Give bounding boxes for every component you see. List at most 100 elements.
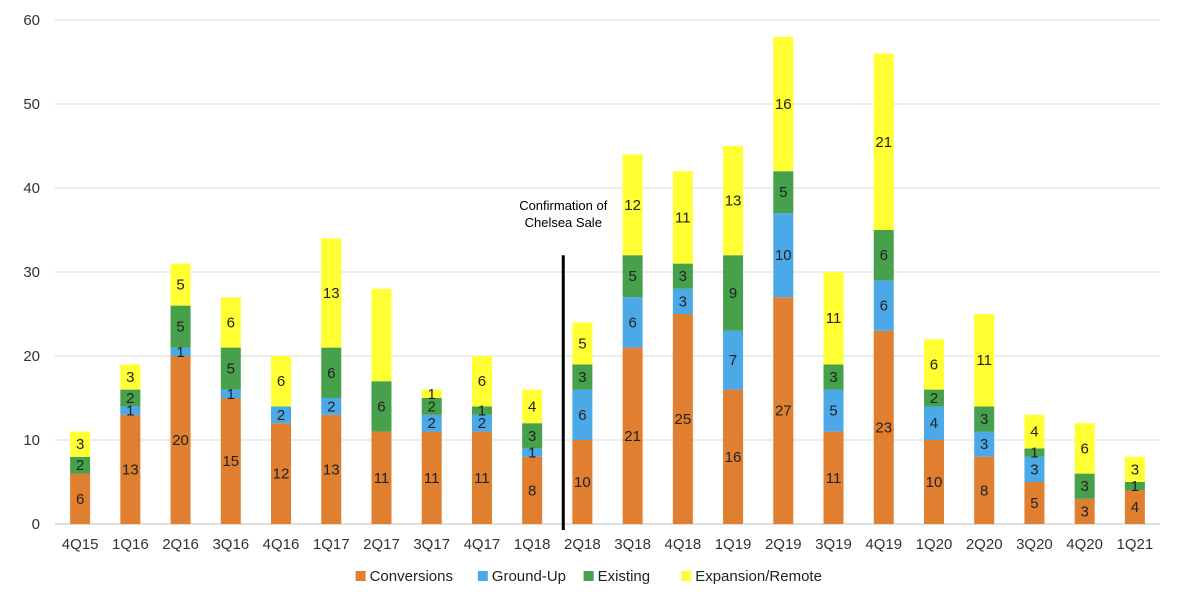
data-label: 6 (277, 373, 285, 390)
data-label: 10 (775, 247, 792, 264)
bar-expansion-remote-1q18 (522, 389, 543, 424)
data-label: 6 (880, 298, 888, 315)
data-label: 5 (829, 403, 837, 420)
bar-conversions-2q17 (371, 431, 392, 524)
bar-ground-up-2q19 (773, 213, 794, 298)
bar-ground-up-3q18 (622, 297, 643, 348)
annotation: Confirmation of Chelsea Sale (519, 198, 608, 530)
bar-ground-up-4q17 (471, 414, 492, 432)
bar-existing-4q19 (873, 230, 894, 281)
gridlines (55, 19, 1160, 525)
bar-ground-up-3q16 (220, 389, 241, 398)
data-label: 2 (428, 415, 436, 432)
data-label: 1 (528, 445, 536, 462)
data-label: 3 (679, 268, 687, 285)
bar-expansion-remote-4q20 (1074, 423, 1095, 474)
data-label: 3 (528, 428, 536, 445)
data-label: 5 (176, 277, 184, 294)
data-label: 16 (775, 96, 792, 113)
data-label: 6 (578, 407, 586, 424)
bar-expansion-remote-2q18 (572, 322, 593, 365)
bar-conversions-4q19 (873, 330, 894, 524)
y-tick-label: 40 (23, 180, 40, 197)
bar-expansion-remote-1q21 (1124, 456, 1145, 482)
legend-swatch (477, 571, 488, 581)
data-label: 8 (980, 482, 988, 499)
y-tick-label: 50 (23, 96, 40, 113)
data-label: 13 (323, 461, 340, 478)
data-label: 2 (428, 398, 436, 415)
legend-swatch (355, 571, 366, 581)
data-label: 2 (126, 390, 134, 407)
bar-conversions-4q18 (672, 314, 693, 524)
bar-existing-1q18 (522, 423, 543, 449)
bar-expansion-remote-1q16 (120, 364, 141, 390)
bar-ground-up-1q19 (723, 330, 744, 390)
data-label: 4 (1131, 499, 1139, 516)
data-label: 1 (478, 403, 486, 420)
data-label: 1 (1131, 478, 1139, 495)
x-tick-label: 3Q19 (815, 536, 852, 553)
bar-existing-2q20 (974, 406, 995, 432)
x-tick-label: 4Q15 (62, 536, 99, 553)
bar-existing-1q16 (120, 389, 141, 407)
bar-expansion-remote-1q19 (723, 146, 744, 256)
data-label: 21 (624, 428, 641, 445)
x-tick-label: 3Q17 (413, 536, 450, 553)
data-label: 12 (273, 466, 290, 483)
x-tick-label: 2Q19 (765, 536, 802, 553)
bar-conversions-3q20 (1024, 482, 1045, 524)
data-label: 3 (126, 369, 134, 386)
bar-expansion-remote-3q17 (421, 389, 442, 398)
bar-expansion-remote-4q18 (672, 171, 693, 264)
data-label: 11 (826, 310, 842, 327)
bar-existing-3q20 (1024, 448, 1045, 457)
data-label: 11 (976, 352, 992, 369)
bar-expansion-remote-4q19 (873, 53, 894, 230)
data-label: 3 (980, 436, 988, 453)
bar-conversions-1q16 (120, 414, 141, 524)
y-tick-label: 0 (32, 516, 40, 533)
data-label: 4 (930, 415, 938, 432)
bar-expansion-remote-3q19 (823, 272, 844, 365)
data-label: 1 (176, 344, 184, 361)
bar-ground-up-1q17 (321, 398, 342, 415)
y-tick-label: 30 (23, 264, 40, 281)
data-label: 13 (122, 461, 139, 478)
data-label: 10 (926, 474, 943, 491)
data-label: 13 (725, 193, 742, 210)
data-label: 11 (675, 209, 691, 226)
data-label: 13 (323, 285, 340, 302)
bar-conversions-2q18 (572, 440, 593, 524)
data-label: 1 (227, 386, 235, 403)
legend: Conversions Ground-Up Existing Expansion/Re… (355, 568, 822, 585)
data-label: 11 (424, 470, 440, 487)
data-label: 4 (1030, 424, 1038, 441)
bar-existing-1q21 (1124, 482, 1145, 491)
bar-conversions-4q20 (1074, 498, 1095, 524)
bar-ground-up-2q20 (974, 431, 995, 457)
data-label: 15 (222, 453, 239, 470)
data-label: 6 (1080, 440, 1088, 457)
bar-ground-up-2q18 (572, 389, 593, 440)
data-label: 6 (327, 365, 335, 382)
x-tick-label: 2Q20 (966, 536, 1003, 553)
bar-conversions-3q17 (421, 431, 442, 524)
y-axis-tick-labels: 0 10 20 30 40 50 60 (23, 12, 40, 533)
bar-existing-1q19 (723, 255, 744, 331)
bar-conversions-3q19 (823, 431, 844, 524)
data-label: 3 (1030, 461, 1038, 478)
bar-existing-2q17 (371, 381, 392, 432)
data-label: 12 (624, 197, 641, 214)
bar-conversions-1q20 (923, 440, 944, 524)
bar-expansion-remote-4q15 (70, 431, 91, 457)
x-tick-label: 1Q20 (916, 536, 953, 553)
data-label: 3 (76, 436, 84, 453)
bar-expansion-remote-3q18 (622, 154, 643, 256)
bar-conversions-2q16 (170, 356, 191, 524)
data-label: 2 (478, 415, 486, 432)
data-label: 6 (628, 314, 636, 331)
data-label: 6 (377, 398, 385, 415)
x-tick-label: 3Q16 (212, 536, 249, 553)
